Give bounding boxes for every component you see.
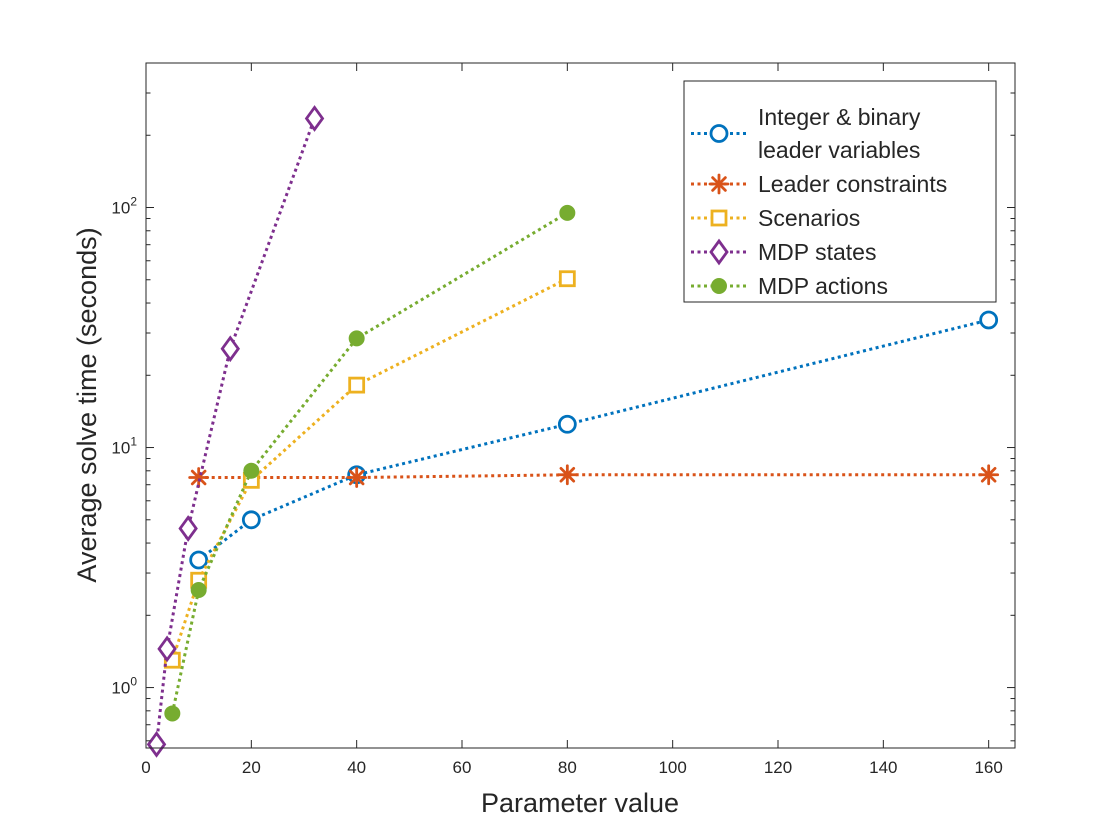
data-point — [304, 105, 325, 132]
legend-item: Integer & binary leader variables — [691, 104, 921, 163]
legend-marker — [709, 124, 729, 143]
x-tick-label: 0 — [141, 758, 150, 777]
legend-item: Leader constraints — [691, 171, 947, 197]
data-point — [220, 335, 240, 363]
data-point — [557, 414, 577, 434]
legend-label: Scenarios — [758, 205, 860, 231]
series-leader-constraints — [188, 464, 1000, 488]
data-point — [157, 635, 177, 663]
data-point — [188, 467, 210, 488]
data-point — [556, 464, 578, 486]
legend-box — [683, 80, 997, 303]
legend-item: Scenarios — [691, 205, 860, 231]
legend-marker — [710, 209, 728, 227]
y-axis-title: Average solve time (seconds) — [72, 227, 102, 582]
data-point — [348, 376, 366, 394]
y-tick-label: 102 — [111, 195, 137, 218]
axes-box — [145, 62, 1016, 749]
legend-item: MDP states — [691, 238, 876, 266]
data-point — [346, 467, 368, 488]
data-point — [241, 510, 261, 530]
series-mdp-states — [146, 105, 325, 758]
legend-marker — [711, 278, 727, 294]
y-tick-label: 100 — [111, 675, 137, 698]
legend-marker — [708, 173, 730, 195]
x-tick-label: 60 — [453, 758, 472, 777]
series-line — [198, 473, 989, 479]
legend-label: Leader constraints — [758, 171, 947, 197]
legend-label: MDP actions — [758, 273, 888, 299]
x-tick-label: 140 — [869, 758, 897, 777]
data-point — [558, 270, 576, 288]
legend-label: leader variables — [758, 137, 920, 163]
data-point — [978, 464, 1000, 486]
legend-item: MDP actions — [691, 273, 888, 299]
series-scenarios — [163, 270, 576, 669]
data-point — [559, 204, 576, 221]
x-tick-label: 20 — [242, 758, 261, 777]
y-tick-label: 101 — [111, 435, 137, 458]
x-tick-label: 120 — [764, 758, 792, 777]
x-tick-label: 40 — [347, 758, 366, 777]
legend-label: MDP states — [758, 239, 876, 265]
x-tick-label: 160 — [974, 758, 1002, 777]
series-mdp-actions — [164, 204, 576, 722]
x-tick-label: 100 — [658, 758, 686, 777]
data-point — [164, 705, 181, 722]
data-point — [178, 515, 198, 542]
data-point — [189, 550, 209, 570]
data-point — [190, 581, 207, 598]
data-point — [979, 310, 999, 330]
x-axis-title: Parameter value — [481, 788, 679, 818]
data-point — [243, 462, 260, 479]
legend-label: Integer & binary — [758, 104, 921, 130]
tick-layer: 0 20 40 60 80 100 120 140 160 100 101 102 — [111, 62, 1015, 777]
legend: Integer & binary leader variables Leader c… — [683, 80, 997, 303]
legend-marker — [709, 238, 729, 266]
data-point — [146, 730, 167, 758]
x-tick-label: 80 — [558, 758, 577, 777]
data-point — [348, 330, 365, 347]
series-layer — [146, 105, 1000, 758]
series-line — [197, 318, 990, 562]
series-line — [170, 211, 569, 714]
